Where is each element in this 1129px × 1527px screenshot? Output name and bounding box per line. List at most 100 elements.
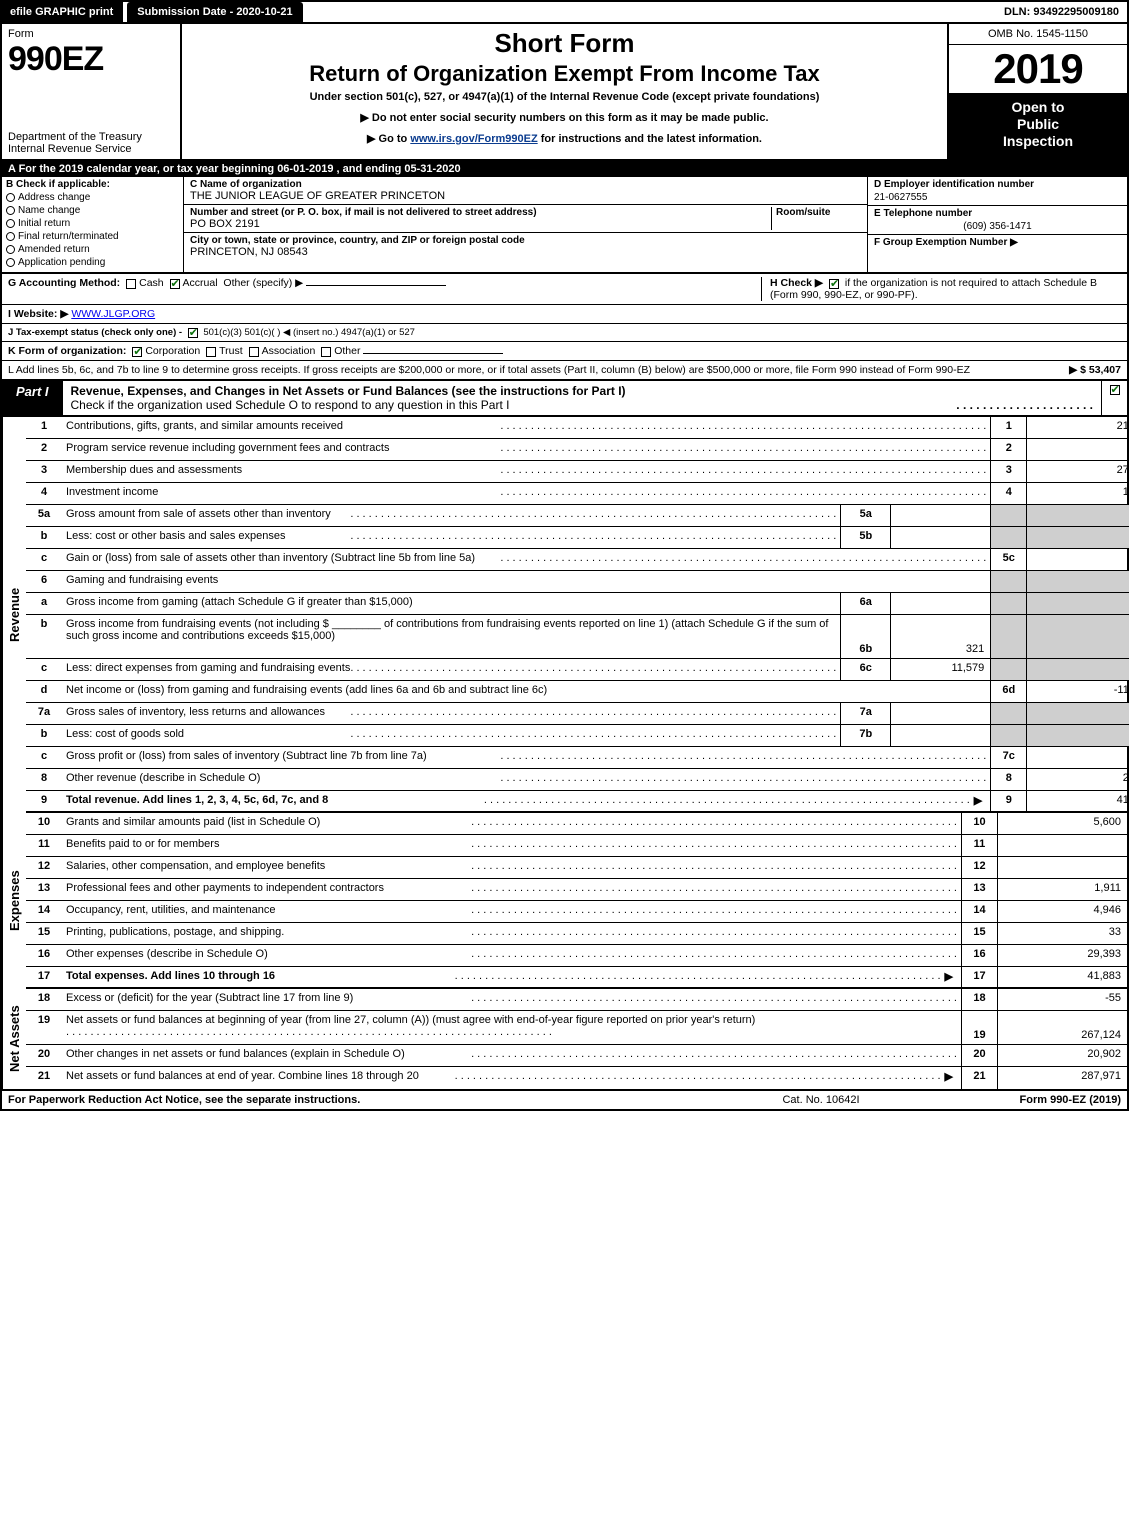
line-5b-value bbox=[890, 527, 990, 548]
submission-date: Submission Date - 2020-10-21 bbox=[127, 2, 302, 22]
line-12-value bbox=[997, 857, 1127, 878]
line-1-value: 21,030 bbox=[1026, 417, 1129, 438]
addr-val: PO BOX 2191 bbox=[190, 218, 771, 230]
title-return: Return of Organization Exempt From Incom… bbox=[190, 61, 939, 87]
line-4: 4 Investment income 4 1,847 bbox=[26, 483, 1129, 505]
print-button[interactable]: efile GRAPHIC print bbox=[2, 2, 123, 22]
b-opt-amended[interactable]: Amended return bbox=[6, 244, 179, 255]
k-other-check[interactable] bbox=[321, 347, 331, 357]
b-opt-name[interactable]: Name change bbox=[6, 205, 179, 216]
k-label: K Form of organization: bbox=[8, 345, 126, 357]
line-6a: a Gross income from gaming (attach Sched… bbox=[26, 593, 1129, 615]
dept-label: Department of the Treasury Internal Reve… bbox=[8, 131, 174, 155]
b-opt-initial[interactable]: Initial return bbox=[6, 218, 179, 229]
form-id-block: Form 990EZ Department of the Treasury In… bbox=[2, 24, 182, 159]
part1-num: Part I bbox=[2, 381, 63, 415]
line-21-value: 287,971 bbox=[997, 1067, 1127, 1089]
part1-header: Part I Revenue, Expenses, and Changes in… bbox=[0, 380, 1129, 417]
j-501c3-check[interactable] bbox=[188, 328, 198, 338]
l-amount: ▶ $ 53,407 bbox=[1069, 364, 1121, 376]
b-opt-address[interactable]: Address change bbox=[6, 192, 179, 203]
g-cash-check[interactable] bbox=[126, 279, 136, 289]
line-18: 18 Excess or (deficit) for the year (Sub… bbox=[26, 989, 1127, 1011]
title-short-form: Short Form bbox=[190, 28, 939, 59]
b-opt-final[interactable]: Final return/terminated bbox=[6, 231, 179, 242]
line-7b: b Less: cost of goods sold 7b bbox=[26, 725, 1129, 747]
dln-label: DLN: 93492295009180 bbox=[996, 2, 1127, 22]
line-5b: b Less: cost or other basis and sales ex… bbox=[26, 527, 1129, 549]
row-k: K Form of organization: Corporation Trus… bbox=[2, 342, 1127, 361]
open-line1: Open to bbox=[953, 99, 1123, 116]
line-21: 21 Net assets or fund balances at end of… bbox=[26, 1067, 1127, 1089]
line-8: 8 Other revenue (describe in Schedule O)… bbox=[26, 769, 1129, 791]
f-label: F Group Exemption Number ▶ bbox=[874, 237, 1018, 248]
line-3-value: 27,305 bbox=[1026, 461, 1129, 482]
line-15-value: 33 bbox=[997, 923, 1127, 944]
ein-val: 21-0627555 bbox=[874, 192, 1121, 203]
g-accrual-check[interactable] bbox=[170, 279, 180, 289]
row-g: G Accounting Method: Cash Accrual Other … bbox=[8, 277, 761, 301]
netassets-side-label: Net Assets bbox=[2, 989, 26, 1089]
org-name: THE JUNIOR LEAGUE OF GREATER PRINCETON bbox=[190, 190, 861, 202]
line-6: 6 Gaming and fundraising events bbox=[26, 571, 1129, 593]
line-18-value: -55 bbox=[997, 989, 1127, 1010]
line-5c: c Gain or (loss) from sale of assets oth… bbox=[26, 549, 1129, 571]
revenue-section: Revenue 1 Contributions, gifts, grants, … bbox=[0, 417, 1129, 813]
city-val: PRINCETON, NJ 08543 bbox=[190, 246, 861, 258]
tax-year: 2019 bbox=[949, 45, 1127, 93]
revenue-side-label: Revenue bbox=[2, 417, 26, 813]
tax-year-text: A For the 2019 calendar year, or tax yea… bbox=[8, 163, 461, 175]
footer-notice: For Paperwork Reduction Act Notice, see … bbox=[8, 1094, 721, 1106]
line-13-value: 1,911 bbox=[997, 879, 1127, 900]
k-other-input[interactable] bbox=[363, 353, 503, 354]
irs-link[interactable]: www.irs.gov/Form990EZ bbox=[410, 133, 537, 145]
open-to-public-box: Open to Public Inspection bbox=[949, 93, 1127, 159]
line-2: 2 Program service revenue including gove… bbox=[26, 439, 1129, 461]
page-footer: For Paperwork Reduction Act Notice, see … bbox=[0, 1091, 1129, 1111]
form-number: 990EZ bbox=[8, 40, 103, 78]
line-10-value: 5,600 bbox=[997, 813, 1127, 834]
footer-catno: Cat. No. 10642I bbox=[721, 1094, 921, 1106]
line-14-value: 4,946 bbox=[997, 901, 1127, 922]
netassets-section: Net Assets 18 Excess or (deficit) for th… bbox=[0, 989, 1129, 1091]
line-3: 3 Membership dues and assessments 3 27,3… bbox=[26, 461, 1129, 483]
line-2-value bbox=[1026, 439, 1129, 460]
line-5a-value bbox=[890, 505, 990, 526]
form-label: Form bbox=[8, 28, 34, 40]
info-rows: G Accounting Method: Cash Accrual Other … bbox=[0, 274, 1129, 361]
goto-post: for instructions and the latest informat… bbox=[541, 133, 762, 145]
k-corp-check[interactable] bbox=[132, 347, 142, 357]
k-trust-check[interactable] bbox=[206, 347, 216, 357]
b-label: B Check if applicable: bbox=[6, 179, 179, 190]
line-15: 15 Printing, publications, postage, and … bbox=[26, 923, 1127, 945]
d-label: D Employer identification number bbox=[874, 179, 1034, 190]
form-header: Form 990EZ Department of the Treasury In… bbox=[0, 24, 1129, 161]
subtitle-under: Under section 501(c), 527, or 4947(a)(1)… bbox=[190, 91, 939, 103]
line-1: 1 Contributions, gifts, grants, and simi… bbox=[26, 417, 1129, 439]
line-20-value: 20,902 bbox=[997, 1045, 1127, 1066]
line-6d: d Net income or (loss) from gaming and f… bbox=[26, 681, 1129, 703]
notice-goto: ▶ Go to www.irs.gov/Form990EZ for instru… bbox=[190, 132, 939, 145]
line-17: 17 Total expenses. Add lines 10 through … bbox=[26, 967, 1127, 989]
line-7a-value bbox=[890, 703, 990, 724]
k-assoc-check[interactable] bbox=[249, 347, 259, 357]
line-19-value: 267,124 bbox=[997, 1011, 1127, 1044]
top-bar: efile GRAPHIC print Submission Date - 20… bbox=[0, 0, 1129, 24]
line-6d-value: -11,258 bbox=[1026, 681, 1129, 702]
line-5a: 5a Gross amount from sale of assets othe… bbox=[26, 505, 1129, 527]
entity-block: B Check if applicable: Address change Na… bbox=[0, 177, 1129, 274]
notice-ssn: ▶ Do not enter social security numbers o… bbox=[190, 111, 939, 124]
section-c: C Name of organization THE JUNIOR LEAGUE… bbox=[184, 177, 867, 272]
g-other-input[interactable] bbox=[306, 285, 446, 286]
b-opt-pending[interactable]: Application pending bbox=[6, 257, 179, 268]
c-label: C Name of organization bbox=[190, 179, 861, 190]
goto-pre: ▶ Go to bbox=[367, 133, 410, 145]
line-10: 10 Grants and similar amounts paid (list… bbox=[26, 813, 1127, 835]
line-12: 12 Salaries, other compensation, and emp… bbox=[26, 857, 1127, 879]
h-check[interactable] bbox=[829, 279, 839, 289]
open-line3: Inspection bbox=[953, 133, 1123, 150]
line-7a: 7a Gross sales of inventory, less return… bbox=[26, 703, 1129, 725]
website-link[interactable]: WWW.JLGP.ORG bbox=[71, 308, 155, 320]
part1-check[interactable] bbox=[1101, 381, 1127, 415]
line-16: 16 Other expenses (describe in Schedule … bbox=[26, 945, 1127, 967]
